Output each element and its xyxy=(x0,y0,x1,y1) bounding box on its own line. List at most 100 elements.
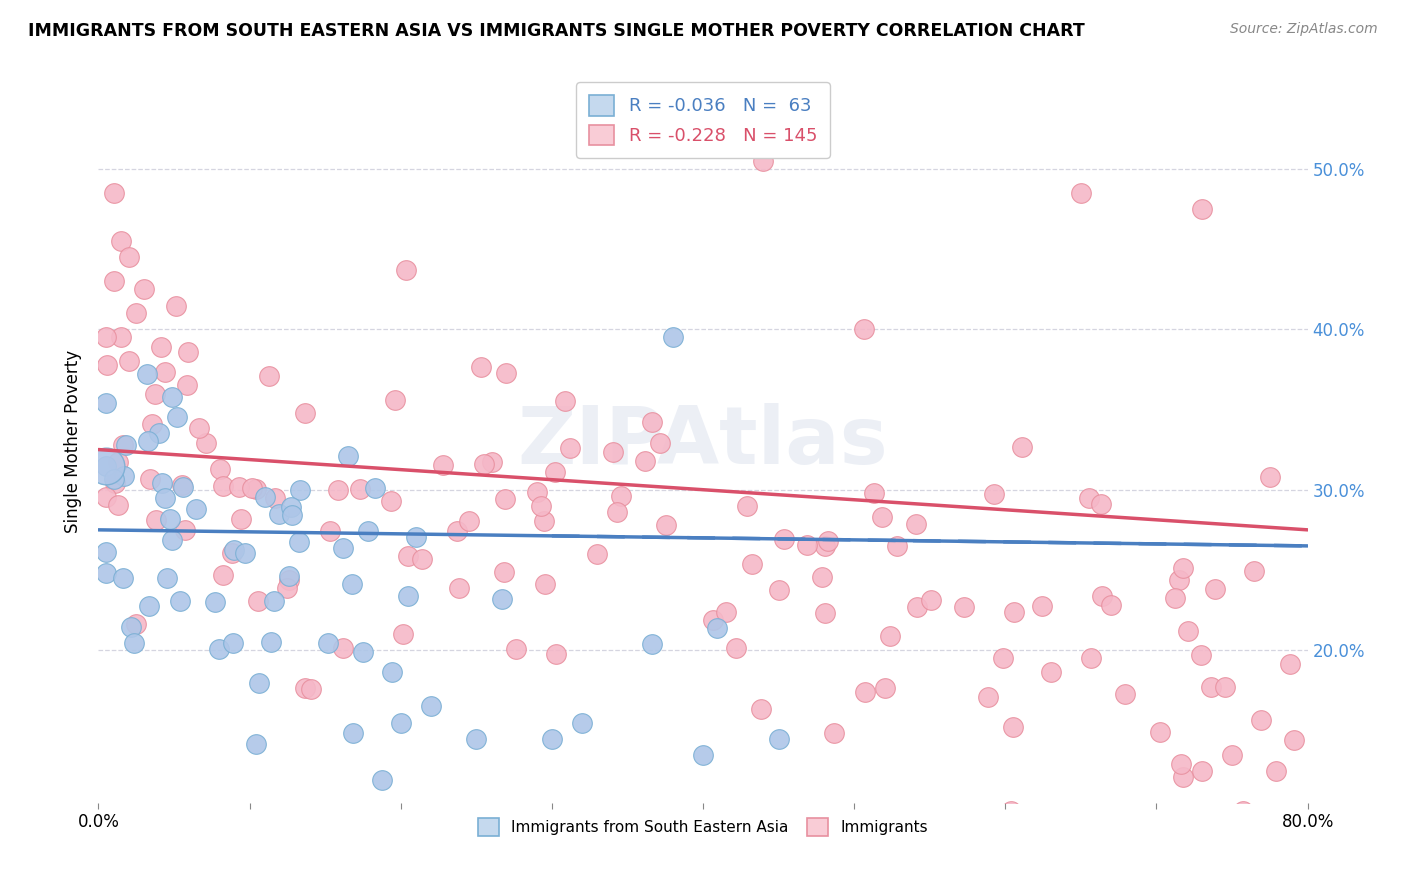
Point xyxy=(245,482,267,496)
Point xyxy=(546,647,568,661)
Point xyxy=(149,340,172,354)
Point xyxy=(326,483,349,498)
Point xyxy=(692,747,714,762)
Point xyxy=(125,306,148,320)
Point xyxy=(811,570,834,584)
Point xyxy=(352,645,374,659)
Point xyxy=(254,491,277,505)
Point xyxy=(952,599,974,614)
Point xyxy=(263,491,285,505)
Point xyxy=(1189,648,1212,662)
Point xyxy=(1213,680,1236,694)
Point xyxy=(768,582,790,597)
Point xyxy=(136,434,159,449)
Point xyxy=(472,457,495,471)
Point xyxy=(204,595,226,609)
Point xyxy=(110,330,132,344)
Point xyxy=(634,454,657,468)
Point xyxy=(505,641,527,656)
Point xyxy=(853,685,876,699)
Text: ZIPAtlas: ZIPAtlas xyxy=(517,402,889,481)
Point xyxy=(540,731,562,746)
Point xyxy=(166,409,188,424)
Point xyxy=(96,545,118,559)
Point xyxy=(1080,651,1102,665)
Text: Source: ZipAtlas.com: Source: ZipAtlas.com xyxy=(1230,22,1378,37)
Point xyxy=(991,650,1014,665)
Point xyxy=(560,442,582,456)
Point xyxy=(319,524,342,538)
Point xyxy=(470,360,492,375)
Point xyxy=(1220,747,1243,762)
Point xyxy=(110,234,132,248)
Point xyxy=(405,530,427,544)
Point xyxy=(920,592,942,607)
Point xyxy=(94,490,117,504)
Point xyxy=(118,354,141,368)
Point xyxy=(231,511,253,525)
Point xyxy=(1177,624,1199,639)
Point xyxy=(1070,186,1092,200)
Point xyxy=(741,557,763,571)
Point xyxy=(111,438,134,452)
Point xyxy=(107,498,129,512)
Point xyxy=(141,417,163,431)
Point xyxy=(337,449,360,463)
Point xyxy=(735,499,758,513)
Point xyxy=(571,715,593,730)
Point xyxy=(364,481,387,495)
Point xyxy=(420,699,443,714)
Point xyxy=(294,681,316,695)
Point xyxy=(124,636,146,650)
Point xyxy=(138,599,160,613)
Point xyxy=(605,505,627,519)
Point xyxy=(446,524,468,538)
Point xyxy=(148,425,170,440)
Point xyxy=(875,681,897,695)
Point xyxy=(648,436,671,450)
Point xyxy=(267,507,290,521)
Point xyxy=(112,468,135,483)
Point xyxy=(111,571,134,585)
Point xyxy=(221,546,243,560)
Point xyxy=(1002,606,1025,620)
Point xyxy=(432,458,454,472)
Point xyxy=(276,581,298,595)
Point xyxy=(281,508,304,523)
Point xyxy=(342,726,364,740)
Point xyxy=(977,690,1000,705)
Point xyxy=(1243,564,1265,578)
Point xyxy=(1282,733,1305,747)
Point xyxy=(796,537,818,551)
Point xyxy=(247,676,270,690)
Point xyxy=(1090,497,1112,511)
Point xyxy=(1091,589,1114,603)
Point xyxy=(212,567,235,582)
Point xyxy=(332,541,354,556)
Point xyxy=(533,514,555,528)
Point xyxy=(316,635,339,649)
Point xyxy=(384,392,406,407)
Point xyxy=(156,571,179,585)
Point xyxy=(396,589,419,603)
Point xyxy=(287,535,309,549)
Point xyxy=(260,634,283,648)
Point xyxy=(1031,599,1053,613)
Point xyxy=(184,502,207,516)
Point xyxy=(702,613,724,627)
Point xyxy=(246,594,269,608)
Legend: Immigrants from South Eastern Asia, Immigrants: Immigrants from South Eastern Asia, Immi… xyxy=(471,813,935,842)
Point xyxy=(526,485,548,500)
Point xyxy=(395,262,418,277)
Point xyxy=(370,772,392,787)
Point xyxy=(187,421,209,435)
Point xyxy=(1077,491,1099,505)
Point xyxy=(495,367,517,381)
Point xyxy=(602,445,624,459)
Point xyxy=(396,549,419,564)
Point xyxy=(94,566,117,581)
Point xyxy=(263,594,285,608)
Point xyxy=(1011,440,1033,454)
Point xyxy=(640,637,662,651)
Point xyxy=(544,465,567,479)
